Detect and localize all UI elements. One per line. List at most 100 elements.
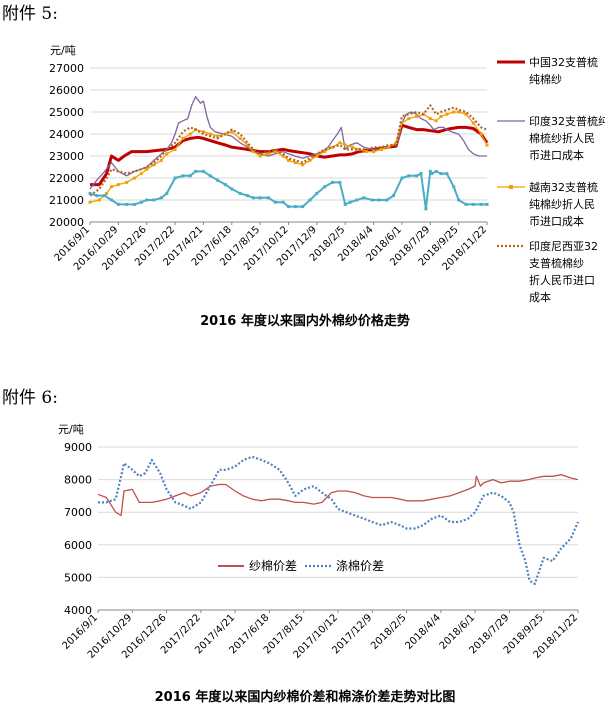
series-point <box>370 198 374 202</box>
series-point <box>230 130 234 134</box>
legend-label: 纯棉纱折人民 <box>529 197 595 211</box>
series-point <box>293 161 297 165</box>
series-point <box>372 150 376 154</box>
series-point <box>116 202 120 206</box>
legend-marker <box>509 185 513 189</box>
series-point <box>201 130 205 134</box>
series-point <box>251 196 255 200</box>
series-point <box>331 145 335 149</box>
series-point <box>338 180 342 184</box>
series-point <box>152 198 156 202</box>
series-point <box>301 163 305 167</box>
series-point <box>216 134 220 138</box>
series-point <box>457 198 461 202</box>
series-point <box>208 174 212 178</box>
y-tick-label: 9000 <box>64 441 92 454</box>
series-point <box>88 200 92 204</box>
series-point <box>293 205 297 209</box>
series-point <box>355 198 359 202</box>
series-point <box>216 178 220 182</box>
series-point <box>95 194 99 198</box>
series-point <box>88 191 92 195</box>
attachment-5-heading: 附件 5: <box>2 4 58 24</box>
series-point <box>132 202 136 206</box>
y-tick-label: 22000 <box>49 172 84 185</box>
series-line <box>89 104 488 197</box>
series-point <box>245 194 249 198</box>
y-tick-label: 26000 <box>49 84 84 97</box>
series-point <box>348 200 352 204</box>
series-point <box>308 158 312 162</box>
series-point <box>116 183 120 187</box>
legend-label: 纱棉价差 <box>249 559 297 573</box>
series-point <box>308 198 312 202</box>
series-point <box>145 167 149 171</box>
series-point <box>343 202 347 206</box>
series-point <box>377 198 381 202</box>
series-line <box>98 455 580 586</box>
series-point <box>415 114 419 118</box>
series-point <box>452 110 456 114</box>
series-point <box>338 141 342 145</box>
series-point <box>471 121 475 125</box>
y-tick-label: 25000 <box>49 106 84 119</box>
y-axis-label: 元/吨 <box>50 44 76 57</box>
series-point <box>251 150 255 154</box>
series-point <box>245 143 249 147</box>
series-point <box>97 198 101 202</box>
series-point <box>415 174 419 178</box>
legend-label: 越南32支普梳 <box>529 180 598 194</box>
series-line <box>89 95 487 190</box>
y-tick-label: 6000 <box>64 539 92 552</box>
series-point <box>208 132 212 136</box>
spread-trend-chart: 400050006000700080009000元/吨2016/9/12016/… <box>58 423 580 705</box>
series-point <box>266 152 270 156</box>
y-tick-label: 5000 <box>64 571 92 584</box>
series-point <box>362 196 366 200</box>
legend-label: 币进口成本 <box>529 148 584 162</box>
series-point <box>238 136 242 140</box>
series-line <box>89 170 487 210</box>
series-point <box>471 202 475 206</box>
series-point <box>201 169 205 173</box>
series-point <box>315 191 319 195</box>
series-point <box>110 198 114 202</box>
series-point <box>301 205 305 209</box>
series-point <box>457 110 461 114</box>
series-point <box>394 141 398 145</box>
y-tick-label: 7000 <box>64 506 92 519</box>
series-point <box>434 119 438 123</box>
series-point <box>258 154 262 158</box>
series-point <box>103 194 107 198</box>
series-point <box>152 163 156 167</box>
series-point <box>419 172 423 176</box>
series-point <box>165 152 169 156</box>
series-point <box>287 158 290 162</box>
legend-label: 涤棉价差 <box>336 559 384 573</box>
legend-label: 纯棉纱 <box>529 72 562 86</box>
series-point <box>287 205 290 209</box>
series-point <box>194 169 198 173</box>
legend-label: 中国32支普梳 <box>529 55 598 69</box>
series-point <box>364 150 368 154</box>
series-point <box>387 145 391 149</box>
series-point <box>159 196 163 200</box>
attachment-6-heading: 附件 6: <box>2 388 58 408</box>
series-point <box>145 198 149 202</box>
series-point <box>479 202 483 206</box>
series-point <box>273 150 277 154</box>
series-point <box>181 136 185 140</box>
series-point <box>343 143 347 147</box>
series-point <box>424 207 428 211</box>
series-line <box>89 111 488 203</box>
series-point <box>434 169 438 173</box>
series-point <box>485 143 489 147</box>
series-point <box>439 114 443 118</box>
series-point <box>132 176 136 180</box>
series-point <box>125 180 129 184</box>
series-point <box>315 154 319 158</box>
legend-label: 印度尼西亚32 <box>529 239 598 253</box>
series-point <box>139 172 143 176</box>
series-point <box>479 132 483 136</box>
series-point <box>230 187 234 191</box>
